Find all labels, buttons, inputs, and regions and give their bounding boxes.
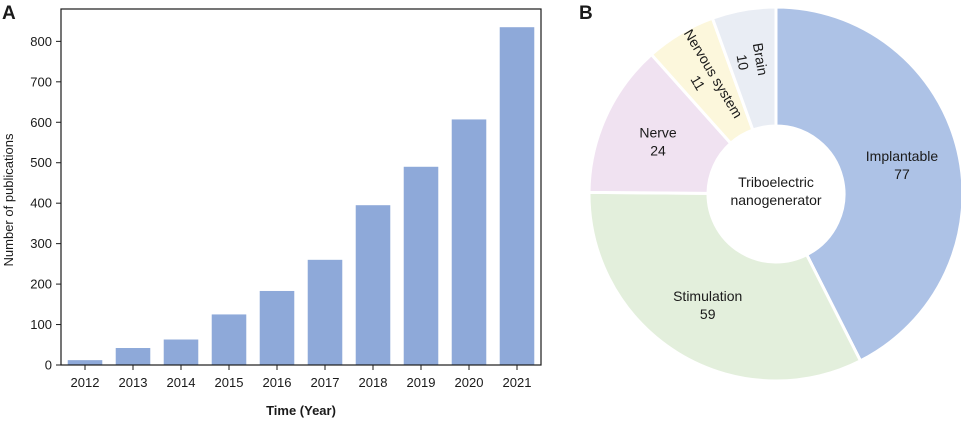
- x-tick-label: 2018: [359, 375, 388, 390]
- donut-center-label-line-2: nanogenerator: [730, 192, 821, 208]
- slice-brain: [710, 5, 778, 132]
- bar-2015: [211, 314, 247, 365]
- slice-value: 24: [650, 143, 666, 159]
- slice-value: 77: [894, 166, 910, 182]
- slice-stimulation: [587, 190, 863, 383]
- y-tick-label: 500: [30, 155, 52, 170]
- bar-2013: [115, 348, 151, 365]
- bar-2016: [259, 290, 295, 365]
- y-axis-title: Number of publications: [1, 133, 16, 266]
- x-tick-label: 2012: [71, 375, 100, 390]
- x-tick-label: 2014: [167, 375, 196, 390]
- donut-chart: Implantable77Stimulation59Nerve24Nervous…: [587, 5, 961, 383]
- slice-label-implantable: Implantable 77: [866, 148, 939, 182]
- x-axis-ticks: 2012 2013 2014 2015 2016 2017 2018 2019 2020 2021: [71, 365, 532, 390]
- y-tick-label: 300: [30, 236, 52, 251]
- slice-name: Nerve: [639, 125, 677, 141]
- slice-value: 10: [734, 53, 752, 71]
- slice-name: Stimulation: [673, 288, 742, 304]
- donut-center-label-line-1: Triboelectric: [738, 174, 814, 190]
- slice-implantable: [774, 5, 961, 363]
- slice-name: Implantable: [866, 148, 939, 164]
- slice-label-nerve: Nerve 24: [639, 125, 677, 159]
- panel-b-letter: B: [579, 3, 593, 24]
- x-axis-title: Time (Year): [266, 403, 336, 418]
- bar-2012: [67, 360, 103, 365]
- y-tick-label: 800: [30, 34, 52, 49]
- x-tick-label: 2016: [263, 375, 292, 390]
- bar-2017: [307, 259, 343, 365]
- panel-a-letter: A: [2, 3, 16, 24]
- y-axis-ticks: 0 100 200 300 400 500 600 700 800: [30, 34, 61, 373]
- x-tick-label: 2017: [311, 375, 340, 390]
- bar-2019: [403, 166, 439, 365]
- slice-nerve: [587, 52, 733, 195]
- y-tick-label: 200: [30, 277, 52, 292]
- x-tick-label: 2015: [215, 375, 244, 390]
- slice-label-stimulation: Stimulation 59: [673, 288, 742, 322]
- y-tick-label: 0: [45, 358, 52, 373]
- x-tick-label: 2013: [119, 375, 148, 390]
- bars: [67, 27, 535, 365]
- y-tick-label: 600: [30, 115, 52, 130]
- x-tick-label: 2019: [407, 375, 436, 390]
- bar-2018: [355, 205, 391, 365]
- plot-frame: [60, 8, 542, 366]
- bar-2020: [451, 119, 487, 365]
- y-tick-label: 400: [30, 196, 52, 211]
- x-tick-label: 2021: [503, 375, 532, 390]
- y-tick-label: 100: [30, 317, 52, 332]
- x-tick-label: 2020: [455, 375, 484, 390]
- bar-2014: [163, 339, 199, 365]
- bar-2021: [499, 27, 535, 365]
- y-tick-label: 700: [30, 74, 52, 89]
- donut-slices: [587, 5, 961, 383]
- slice-value: 59: [700, 306, 716, 322]
- slice-name: Brain: [750, 42, 771, 77]
